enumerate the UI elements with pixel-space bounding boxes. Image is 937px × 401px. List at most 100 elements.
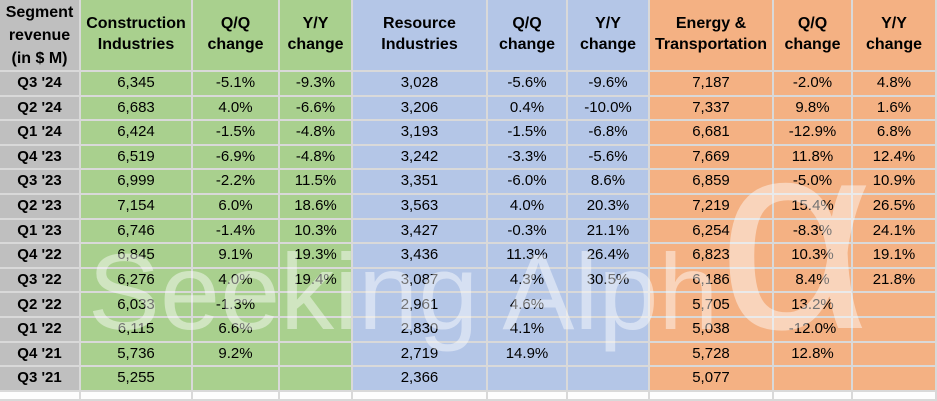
table-row: Q1 '23 6,746 -1.4% 10.3% 3,427 -0.3% 21.…	[0, 219, 937, 245]
data-cell: 3,206	[353, 96, 488, 122]
corner-header-cell: Segment revenue (in $ M)	[0, 0, 81, 72]
table-row: Q3 '24 6,345 -5.1% -9.3% 3,028 -5.6% -9.…	[0, 72, 937, 97]
data-cell: 4.0%	[193, 96, 280, 122]
table-row: Q2 '22 6,033 -1.3% 2,961 4.6% 5,705 13.2…	[0, 293, 937, 319]
data-cell: 18.6%	[280, 195, 353, 220]
section-title: Construction Industries	[86, 15, 186, 53]
partial-row-cell	[81, 391, 193, 401]
data-cell: 6,823	[650, 244, 774, 269]
data-cell: 10.3%	[280, 219, 353, 245]
data-cell: 10.3%	[774, 244, 853, 269]
data-cell	[193, 367, 280, 392]
data-cell: 5,736	[81, 342, 193, 368]
data-cell: 20.3%	[568, 195, 650, 220]
data-cell	[774, 367, 853, 392]
qq-header-label: Q/Q change	[784, 15, 841, 53]
data-cell	[280, 367, 353, 392]
data-cell: -3.3%	[488, 145, 568, 171]
data-cell: 3,563	[353, 195, 488, 220]
partial-row-cell	[853, 391, 937, 401]
data-cell: 6,519	[81, 145, 193, 171]
data-cell	[568, 318, 650, 343]
data-cell: 21.8%	[853, 268, 937, 294]
data-cell: 2,366	[353, 367, 488, 392]
corner-line-3: (in $ M)	[11, 49, 68, 67]
data-cell: -12.9%	[774, 121, 853, 146]
partial-row-cell	[280, 391, 353, 401]
data-cell: -8.3%	[774, 219, 853, 245]
data-cell: -1.3%	[193, 293, 280, 319]
data-cell: 6,859	[650, 170, 774, 196]
row-label: Q2 '23	[0, 195, 81, 220]
section-title: Energy & Transportation	[654, 15, 767, 53]
data-cell: 11.5%	[280, 170, 353, 196]
data-cell: -6.8%	[568, 121, 650, 146]
data-cell	[280, 318, 353, 343]
row-label: Q3 '22	[0, 268, 81, 294]
data-cell: 6,345	[81, 72, 193, 97]
data-cell	[568, 367, 650, 392]
table-row: Q1 '22 6,115 6.6% 2,830 4.1% 5,038 -12.0…	[0, 318, 937, 343]
data-cell: 6,254	[650, 219, 774, 245]
data-cell: -0.3%	[488, 219, 568, 245]
row-label: Q3 '21	[0, 367, 81, 392]
data-cell	[853, 318, 937, 343]
table-row: Q2 '24 6,683 4.0% -6.6% 3,206 0.4% -10.0…	[0, 96, 937, 122]
qq-header-resource: Q/Q change	[488, 0, 568, 72]
table-row: Q3 '23 6,999 -2.2% 11.5% 3,351 -6.0% 8.6…	[0, 170, 937, 196]
data-cell: 19.4%	[280, 268, 353, 294]
data-cell: 14.9%	[488, 342, 568, 368]
partial-row-cell	[774, 391, 853, 401]
data-cell: 3,242	[353, 145, 488, 171]
data-cell: -5.6%	[568, 145, 650, 171]
qq-header-construction: Q/Q change	[193, 0, 280, 72]
data-cell	[853, 342, 937, 368]
data-cell: 3,193	[353, 121, 488, 146]
partial-row-cell	[353, 391, 488, 401]
data-cell: 6,115	[81, 318, 193, 343]
data-cell: -1.4%	[193, 219, 280, 245]
qq-header-label: Q/Q change	[207, 15, 264, 53]
table-row: Q4 '23 6,519 -6.9% -4.8% 3,242 -3.3% -5.…	[0, 145, 937, 171]
data-cell: -6.6%	[280, 96, 353, 122]
data-cell: 6,681	[650, 121, 774, 146]
data-cell: 7,154	[81, 195, 193, 220]
partial-row-cell	[193, 391, 280, 401]
data-cell: -1.5%	[488, 121, 568, 146]
data-cell	[568, 293, 650, 319]
table-row: Q4 '21 5,736 9.2% 2,719 14.9% 5,728 12.8…	[0, 342, 937, 368]
row-label: Q4 '23	[0, 145, 81, 171]
table-row: Q3 '22 6,276 4.0% 19.4% 3,087 4.3% 30.5%…	[0, 268, 937, 294]
data-cell	[280, 342, 353, 368]
row-label: Q2 '24	[0, 96, 81, 122]
data-cell: 2,961	[353, 293, 488, 319]
data-cell: 8.4%	[774, 268, 853, 294]
section-header-energy: Energy & Transportation	[650, 0, 774, 72]
data-cell: -9.3%	[280, 72, 353, 97]
data-cell: 12.8%	[774, 342, 853, 368]
data-cell: 4.6%	[488, 293, 568, 319]
data-cell: 24.1%	[853, 219, 937, 245]
data-cell: 11.3%	[488, 244, 568, 269]
data-cell: 3,427	[353, 219, 488, 245]
header-row: Segment revenue (in $ M) Construction In…	[0, 0, 937, 72]
data-cell: 12.4%	[853, 145, 937, 171]
data-cell: 0.4%	[488, 96, 568, 122]
data-cell: 10.9%	[853, 170, 937, 196]
data-cell: -2.0%	[774, 72, 853, 97]
data-cell: -5.1%	[193, 72, 280, 97]
data-cell: 13.2%	[774, 293, 853, 319]
partial-row-cell	[650, 391, 774, 401]
data-cell: 5,255	[81, 367, 193, 392]
data-cell: -5.0%	[774, 170, 853, 196]
data-cell: 8.6%	[568, 170, 650, 196]
yy-header-energy: Y/Y change	[853, 0, 937, 72]
yy-header-label: Y/Y change	[865, 15, 922, 53]
section-title: Resource Industries	[381, 15, 458, 53]
data-cell: -9.6%	[568, 72, 650, 97]
data-cell: -6.0%	[488, 170, 568, 196]
data-cell: 9.1%	[193, 244, 280, 269]
row-label: Q4 '21	[0, 342, 81, 368]
partial-row-cell	[0, 391, 81, 401]
row-label: Q2 '22	[0, 293, 81, 319]
